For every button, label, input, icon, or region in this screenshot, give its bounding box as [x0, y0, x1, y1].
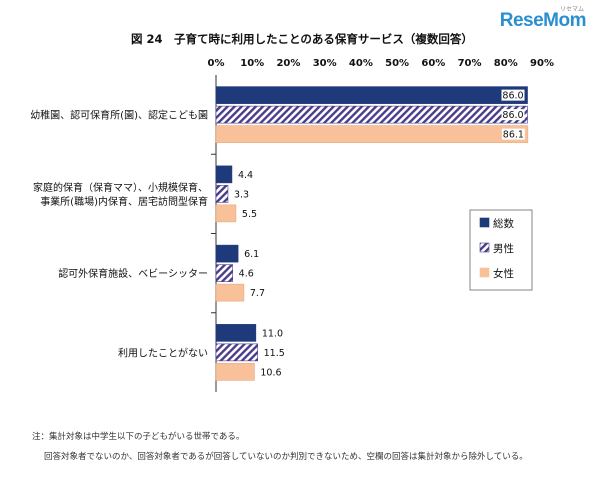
data-label: 7.7: [250, 288, 265, 299]
data-label: 3.3: [234, 189, 249, 200]
bar-女性: [215, 283, 245, 302]
category-label: 利用したことがない: [118, 346, 208, 359]
data-label-box: [501, 89, 525, 101]
legend-swatch: [479, 242, 490, 253]
data-label: 5.5: [242, 209, 257, 220]
data-label: 86.1: [503, 130, 524, 141]
bar-総数: [215, 324, 257, 342]
category-label: 家庭的保育（保育ママ）、小規模保育、: [33, 181, 208, 194]
resemom-logo: ReseMom リセマム: [499, 7, 587, 32]
data-label-box: [501, 128, 525, 140]
category-label: 認可外保育施設、ベビーシッター: [58, 267, 208, 280]
bar-男性: [215, 105, 528, 124]
legend-swatch: [479, 217, 490, 228]
bar-女性: [215, 204, 237, 223]
data-label-box: [501, 109, 525, 121]
logo-text: ReseMom: [499, 10, 587, 31]
chart-title: 図 24 子育て時に利用したことのある保育サービス（複数回答）: [131, 32, 473, 46]
data-label: 4.6: [239, 269, 254, 280]
logo-subtext: リセマム: [559, 7, 584, 13]
legend-label: 女性: [493, 267, 514, 280]
data-label: 4.4: [238, 170, 253, 181]
data-label: 86.0: [502, 110, 523, 121]
x-tick-label: 30%: [313, 58, 337, 69]
x-tick-label: 0%: [208, 58, 225, 69]
category-label: 事業所(職場)内保育、居宅訪問型保育: [40, 195, 208, 208]
bar-chart: 図 24 子育て時に利用したことのある保育サービス（複数回答） 0% 10% 20%…: [30, 32, 554, 392]
note-2: 回答対象者でないのか、回答対象者であるが回答していないのか判別できないため、空欄…: [44, 452, 528, 462]
data-label: 11.0: [262, 328, 283, 339]
bar-女性: [215, 125, 529, 143]
legend-label: 総数: [493, 217, 514, 230]
x-tick-label: 10%: [240, 58, 264, 69]
category-label: 幼稚園、認可保育所(園)、認定こども園: [30, 109, 208, 122]
bar-男性: [215, 185, 229, 203]
note-1: 注：集計対象は中学生以下の子どもがいる世帯である。: [32, 432, 245, 442]
legend-label: 男性: [493, 242, 514, 255]
bar-女性: [215, 363, 255, 381]
data-label: 86.0: [502, 91, 523, 102]
bar-総数: [215, 244, 239, 263]
data-label: 6.1: [244, 249, 259, 260]
bar-男性: [215, 264, 233, 282]
x-tick-label: 40%: [349, 58, 373, 69]
x-tick-label: 50%: [385, 58, 409, 69]
data-label: 11.5: [264, 348, 285, 359]
bar-総数: [215, 165, 233, 184]
bar-総数: [215, 86, 528, 104]
x-tick-label: 90%: [530, 58, 554, 69]
x-tick-label: 80%: [494, 58, 518, 69]
x-tick-label: 20%: [276, 58, 300, 69]
legend-swatch: [479, 267, 490, 278]
x-tick-label: 70%: [458, 58, 482, 69]
bar-男性: [215, 343, 258, 362]
x-tick-label: 60%: [421, 58, 445, 69]
data-label: 10.6: [260, 367, 281, 378]
